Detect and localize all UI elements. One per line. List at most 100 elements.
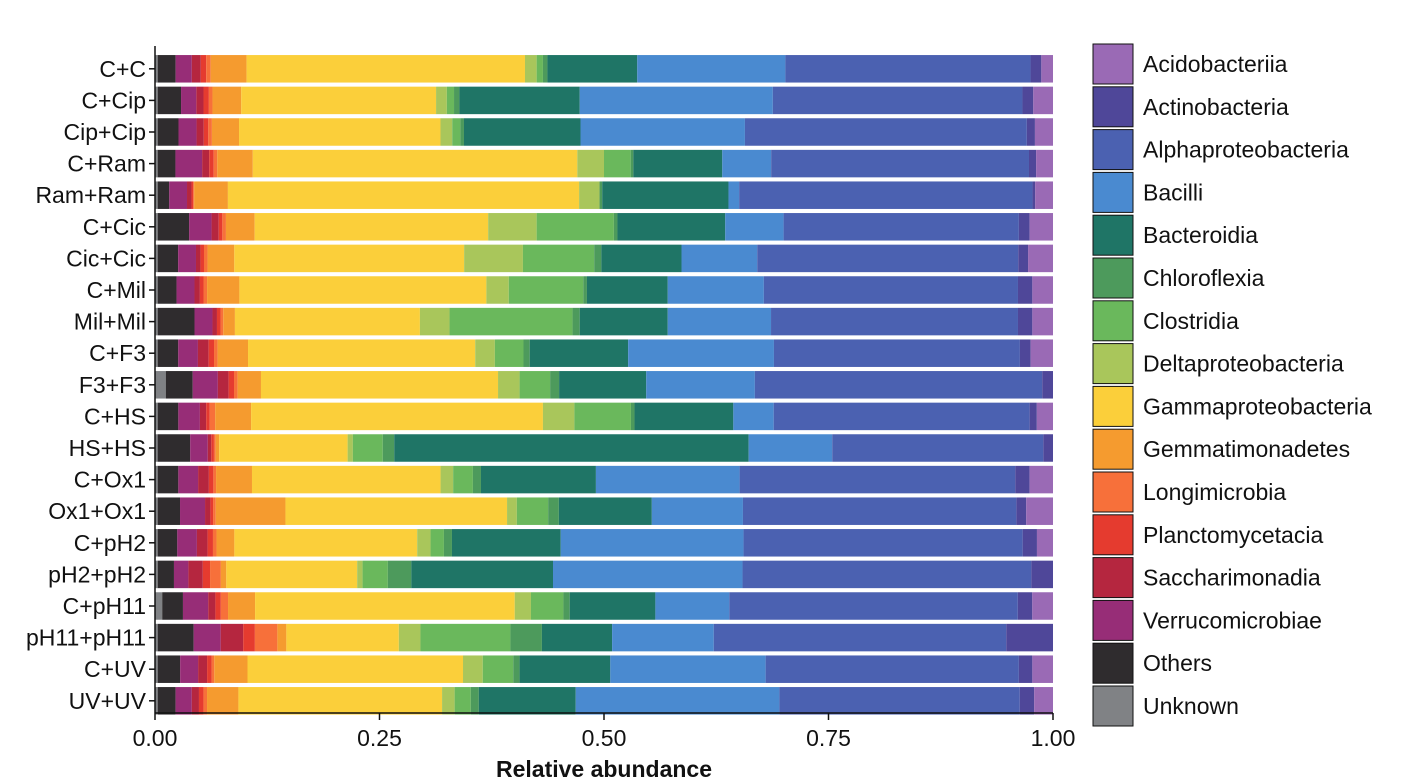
legend-label-chloroflexia: Chloroflexia (1143, 265, 1265, 291)
bar-segment-c-ph2-chloroflexia (443, 529, 452, 557)
bar-segment-c-ox1-saccharimonadia (198, 465, 209, 494)
x-tick-label: 0.00 (133, 725, 178, 751)
bar-segment-c-ram-verrucomicrobiae (175, 149, 203, 178)
bar-segment-ox1-ox1-actinobacteria (1016, 497, 1027, 525)
bar-segment-c-f3-planctomycetacia (208, 339, 215, 367)
bar-segment-c-hs-alphaproteobacteria (773, 402, 1030, 431)
bar-segment-c-ph11-verrucomicrobiae (182, 592, 209, 620)
bar-segment-mil-mil-saccharimonadia (212, 307, 217, 336)
bar-segment-ph11-ph11-chloroflexia (510, 623, 542, 652)
bar-segment-ox1-ox1-acidobacteriia (1026, 497, 1053, 525)
bar-segment-c-uv-bacilli (610, 655, 766, 683)
bar-segment-cic-cic-saccharimonadia (195, 244, 201, 273)
bar-segment-c-uv-clostridia (482, 655, 514, 683)
bar-segment-ph2-ph2-gemmatimonadetes (220, 560, 227, 589)
bar-segment-c-ph11-clostridia (530, 592, 564, 620)
bar-segment-c-cip-actinobacteria (1022, 86, 1034, 115)
bar-segment-c-mil-unknown (155, 276, 158, 304)
y-tick-label: C+Ox1 (74, 467, 146, 493)
bar-segment-f3-f3-others (165, 371, 193, 399)
bar-segment-c-ram-alphaproteobacteria (771, 149, 1029, 178)
bar-segment-cip-cip-others (157, 118, 179, 146)
bar-segment-ram-ram-actinobacteria (1032, 181, 1036, 209)
bar-segment-hs-hs-unknown (155, 434, 158, 462)
legend-swatch-unknown (1092, 685, 1134, 727)
bar-segment-c-ram-gammaproteobacteria (252, 149, 578, 178)
bar-segment-ox1-ox1-verrucomicrobiae (180, 497, 206, 525)
bar-segment-mil-mil-bacteroidia (579, 307, 668, 336)
bar-segment-c-c-gemmatimonadetes (210, 55, 247, 83)
bar-segment-mil-mil-alphaproteobacteria (771, 307, 1018, 336)
bar-segment-hs-hs-deltaproteobacteria (347, 434, 353, 462)
bar-segment-cip-cip-chloroflexia (460, 118, 464, 146)
bar-segment-c-cic-acidobacteriia (1029, 213, 1053, 241)
bar-segment-c-cip-acidobacteriia (1033, 86, 1053, 115)
bar-segment-uv-uv-longimicrobia (203, 687, 208, 715)
bar-segment-c-c-acidobacteriia (1041, 55, 1053, 83)
legend-label-unknown: Unknown (1143, 693, 1239, 719)
bar-segment-c-cip-alphaproteobacteria (772, 86, 1023, 115)
bar-segment-c-f3-actinobacteria (1019, 339, 1031, 367)
bar-segment-c-cip-verrucomicrobiae (181, 86, 197, 115)
bar-segment-c-ph11-bacilli (655, 592, 730, 620)
bar-segment-uv-uv-acidobacteriia (1034, 687, 1053, 715)
bar-segment-c-c-planctomycetacia (200, 55, 207, 83)
bar-segment-mil-mil-longimicrobia (220, 307, 224, 336)
bar-segment-c-ph11-gammaproteobacteria (255, 592, 515, 620)
bar-segment-c-ram-unknown (155, 149, 158, 178)
bar-segment-c-c-others (157, 55, 176, 83)
bar-segment-uv-uv-others (157, 687, 176, 715)
bar-segment-c-c-saccharimonadia (191, 55, 201, 83)
y-tick-label: Ox1+Ox1 (48, 498, 146, 524)
legend-swatch-alphaproteobacteria (1092, 129, 1134, 171)
bar-segment-f3-f3-longimicrobia (234, 371, 238, 399)
bar-segment-cic-cic-longimicrobia (204, 244, 208, 273)
bar-segment-f3-f3-gemmatimonadetes (237, 371, 261, 399)
bar-segment-ram-ram-acidobacteriia (1035, 181, 1053, 209)
bar-segment-cip-cip-planctomycetacia (203, 118, 209, 146)
bar-segment-c-cic-unknown (155, 213, 158, 241)
bar-segment-hs-hs-clostridia (352, 434, 383, 462)
legend-swatch-bacilli (1092, 171, 1134, 213)
bar-segment-c-mil-others (157, 276, 177, 304)
bar-segment-c-c-alphaproteobacteria (785, 55, 1031, 83)
y-tick-label: pH2+pH2 (48, 561, 146, 587)
bar-segment-c-hs-deltaproteobacteria (542, 402, 575, 431)
legend-swatch-clostridia (1092, 300, 1134, 342)
bar-segment-cip-cip-acidobacteriia (1034, 118, 1053, 146)
legend-swatch-longimicrobia (1092, 471, 1134, 513)
bar-segment-ph11-ph11-planctomycetacia (243, 623, 255, 652)
bar-segment-c-f3-clostridia (494, 339, 524, 367)
bar-segment-c-ram-deltaproteobacteria (577, 149, 604, 178)
bar-segment-ox1-ox1-planctomycetacia (210, 497, 214, 525)
legend-swatch-saccharimonadia (1092, 557, 1134, 599)
bar-segment-c-hs-planctomycetacia (206, 402, 210, 431)
bar-segment-mil-mil-bacilli (667, 307, 772, 336)
bar-segment-c-cic-actinobacteria (1018, 213, 1030, 241)
bar-segment-c-f3-bacilli (628, 339, 774, 367)
bar-segment-c-mil-clostridia (508, 276, 584, 304)
bar-segment-c-mil-bacilli (667, 276, 764, 304)
bar-segment-uv-uv-chloroflexia (470, 687, 479, 715)
x-tick-label: 0.25 (357, 725, 402, 751)
bar-segment-f3-f3-alphaproteobacteria (754, 371, 1043, 399)
bar-segment-hs-hs-gemmatimonadetes (215, 434, 220, 462)
bar-segment-f3-f3-bacilli (646, 371, 755, 399)
bar-segment-ox1-ox1-longimicrobia (213, 497, 216, 525)
bar-segment-c-ox1-acidobacteriia (1029, 465, 1053, 494)
bar-segment-f3-f3-chloroflexia (550, 371, 560, 399)
bar-segment-mil-mil-gammaproteobacteria (234, 307, 420, 336)
bar-segment-uv-uv-gemmatimonadetes (207, 687, 239, 715)
bar-segment-ox1-ox1-bacilli (651, 497, 743, 525)
bar-segment-c-c-deltaproteobacteria (524, 55, 537, 83)
bar-segment-c-f3-gammaproteobacteria (248, 339, 476, 367)
bar-segment-mil-mil-planctomycetacia (216, 307, 221, 336)
bar-segment-c-cic-gemmatimonadetes (225, 213, 255, 241)
bar-segment-ph11-ph11-gemmatimonadetes (277, 623, 287, 652)
legend-label-others: Others (1143, 650, 1212, 676)
bar-segment-ph11-ph11-unknown (155, 623, 158, 652)
bar-segment-f3-f3-saccharimonadia (217, 371, 229, 399)
bar-segment-hs-hs-saccharimonadia (207, 434, 212, 462)
bar-segment-c-hs-others (157, 402, 179, 431)
y-tick-label: Ram+Ram (35, 182, 146, 208)
